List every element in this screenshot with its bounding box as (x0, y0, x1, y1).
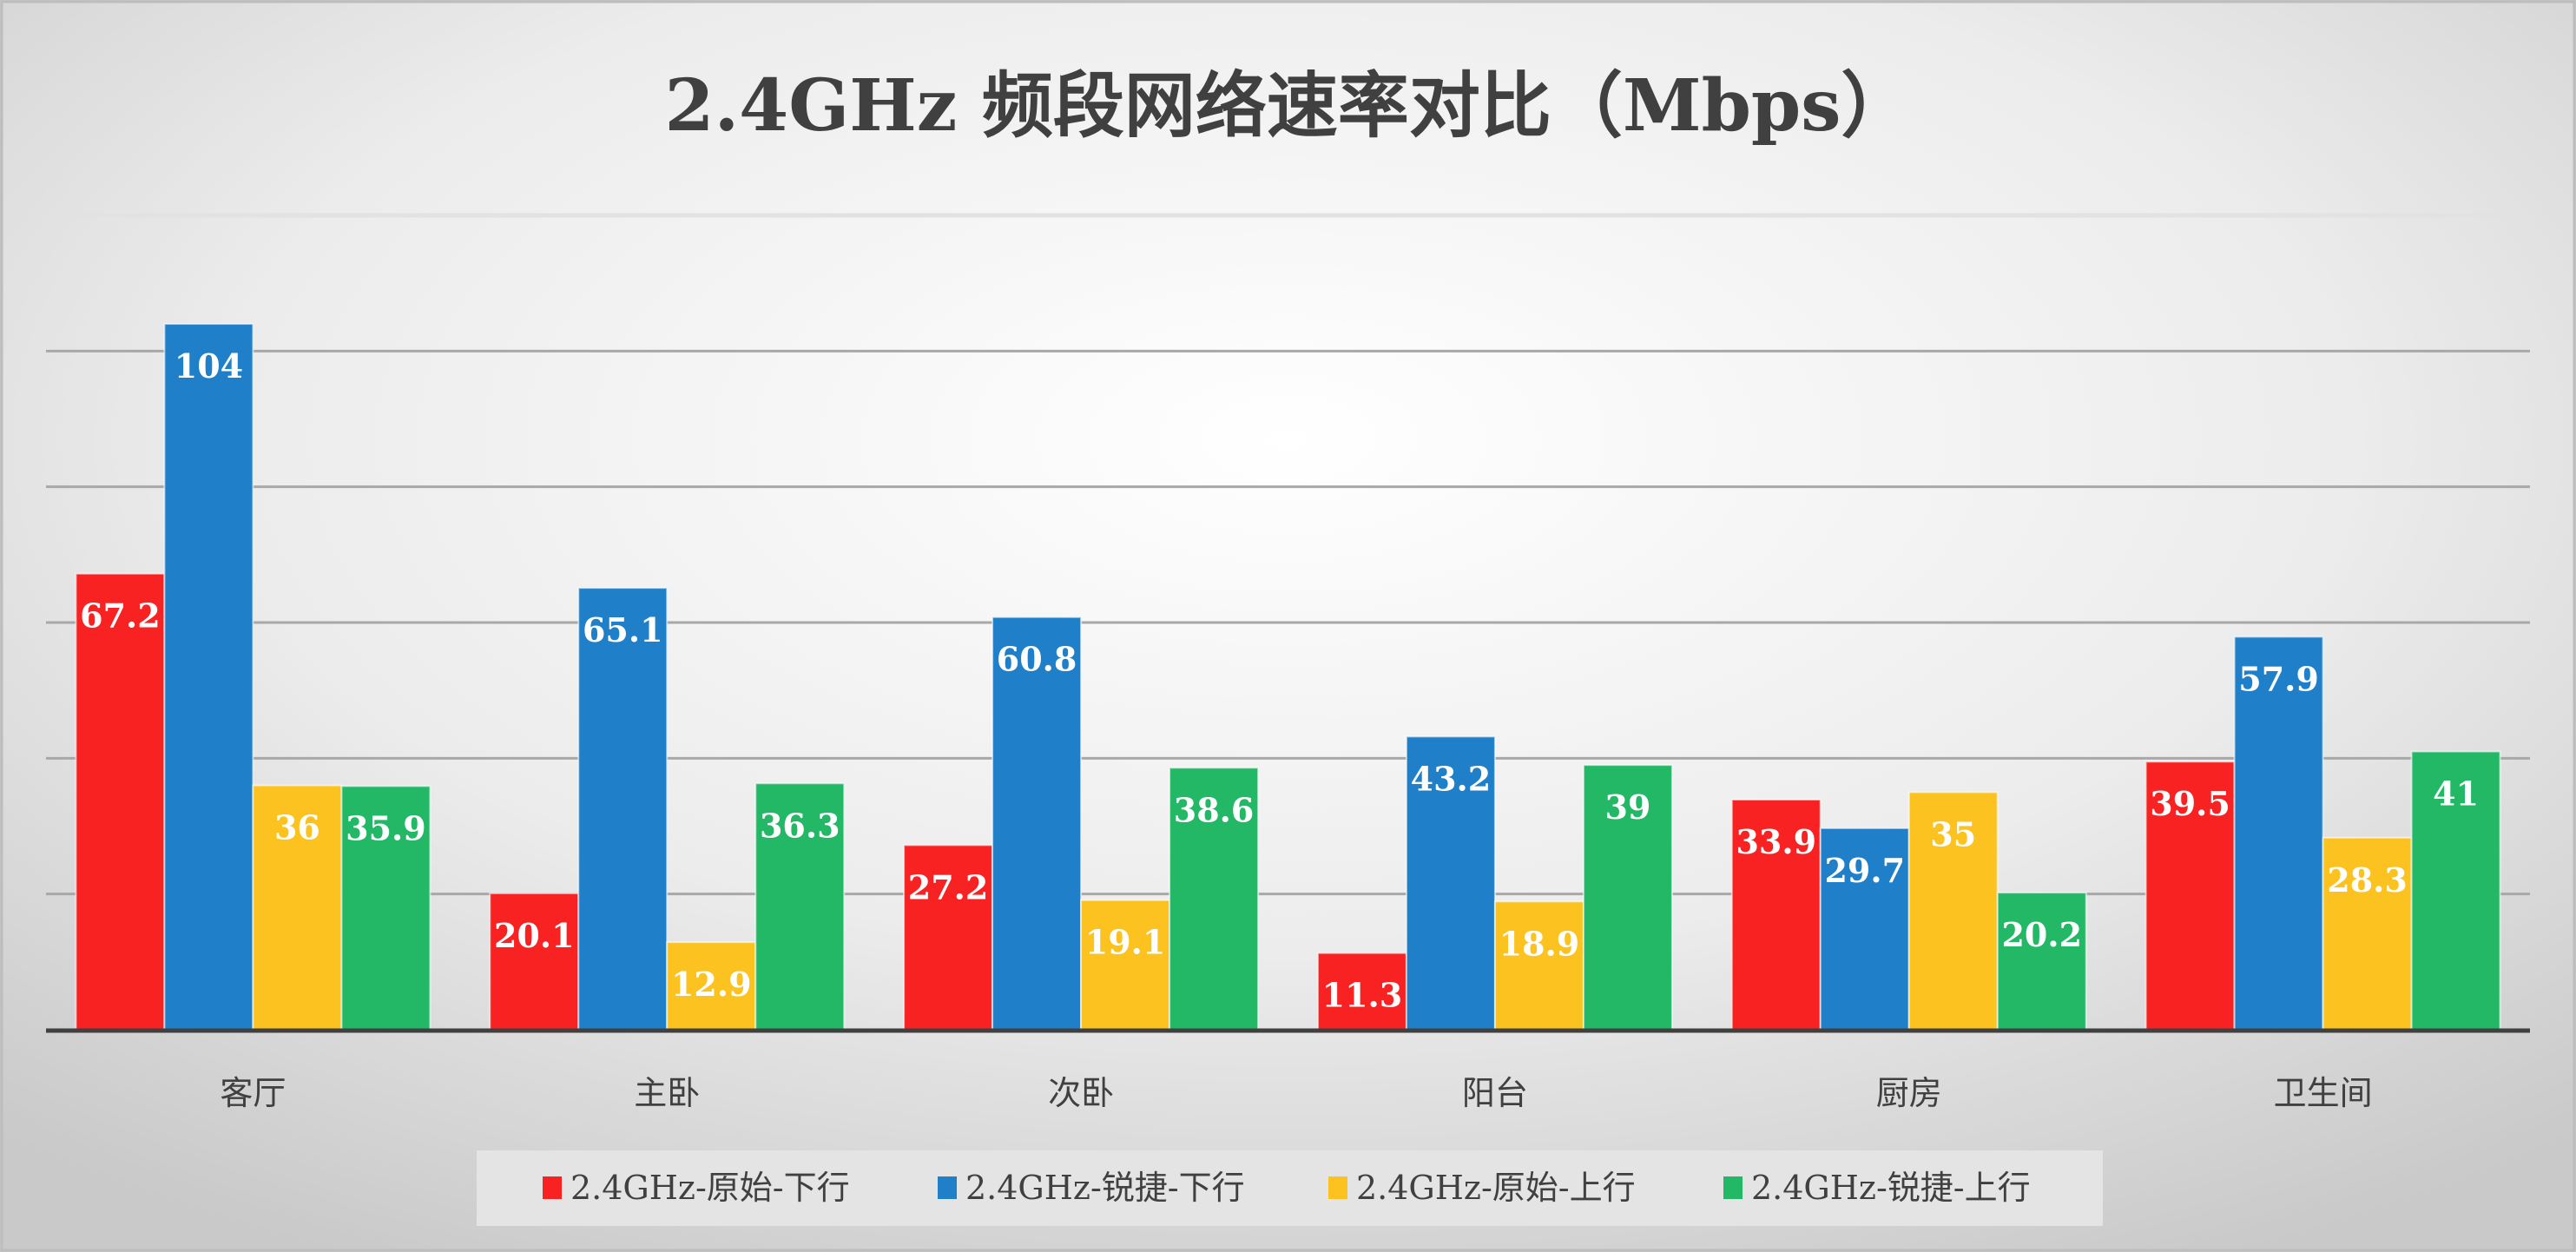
bar-5-1 (2233, 636, 2324, 1031)
data-label: 12.9 (671, 965, 752, 1004)
category-label: 厨房 (1876, 1074, 1942, 1112)
bar-0-2 (252, 784, 343, 1031)
legend-label: 2.4GHz-锐捷-下行 (965, 1169, 1245, 1207)
category-labels: 客厅 主卧 次卧 阳台 厨房 卫生间 (220, 1074, 2372, 1112)
data-label: 104 (175, 346, 243, 385)
data-label: 27.2 (908, 867, 989, 906)
category-label: 卫生间 (2274, 1074, 2373, 1112)
legend-item: 2.4GHz-原始-上行 (1328, 1169, 1636, 1207)
bar-0-0 (75, 572, 166, 1031)
bar-0-3 (340, 785, 432, 1031)
bar-1-0 (489, 892, 580, 1031)
bar-2-3 (1169, 767, 1260, 1031)
data-label: 38.6 (1174, 790, 1255, 829)
data-label: 19.1 (1085, 923, 1166, 962)
data-label: 20.1 (494, 916, 575, 955)
bar-3-2 (1493, 900, 1584, 1031)
data-label: 41 (2433, 774, 2479, 814)
data-label: 39.5 (2150, 784, 2230, 823)
data-label: 67.2 (80, 596, 161, 636)
data-label: 18.9 (1499, 924, 1580, 963)
bar-4-3 (1996, 892, 2087, 1031)
data-label: 36.3 (760, 806, 840, 845)
chart-title: 2.4GHz 频段网络速率对比（Mbps） (665, 64, 1913, 148)
bar-5-0 (2144, 761, 2236, 1031)
category-label: 阳台 (1462, 1074, 1528, 1112)
legend-item: 2.4GHz-锐捷-上行 (1723, 1169, 2031, 1207)
data-label: 29.7 (1824, 851, 1905, 890)
data-label: 36 (274, 808, 320, 847)
legend-item: 2.4GHz-原始-下行 (543, 1169, 850, 1207)
category-label: 客厅 (220, 1074, 286, 1112)
legend-swatch (1723, 1176, 1743, 1199)
bar-3-3 (1582, 764, 1673, 1031)
data-label: 60.8 (997, 640, 1077, 679)
data-label: 43.2 (1411, 759, 1492, 798)
legend-swatch (1328, 1176, 1347, 1199)
gridlines (46, 213, 2530, 896)
category-label: 次卧 (1048, 1074, 1114, 1112)
bar-2-1 (992, 616, 1083, 1031)
bar-4-1 (1819, 827, 1910, 1031)
legend-item: 2.4GHz-锐捷-下行 (938, 1169, 1245, 1207)
data-label: 35 (1930, 814, 1976, 853)
legend-label: 2.4GHz-锐捷-上行 (1751, 1169, 2031, 1207)
bar-1-2 (666, 941, 757, 1031)
legend: 2.4GHz-原始-下行 2.4GHz-锐捷-下行 2.4GHz-原始-上行 2.4G… (543, 1169, 2031, 1207)
bar-3-1 (1405, 735, 1496, 1031)
legend-box (477, 1150, 2103, 1226)
data-label: 65.1 (583, 610, 663, 649)
bar-5-3 (2410, 750, 2501, 1031)
legend-label: 2.4GHz-原始-下行 (570, 1169, 850, 1207)
data-label: 57.9 (2238, 659, 2319, 698)
category-label: 主卧 (634, 1074, 700, 1112)
bar-3-0 (1316, 952, 1407, 1031)
data-label: 33.9 (1736, 822, 1816, 861)
data-label: 20.2 (2001, 915, 2082, 954)
data-label: 28.3 (2327, 860, 2408, 899)
legend-swatch (938, 1176, 957, 1199)
data-label: 11.3 (1322, 976, 1403, 1015)
bar-0-1 (163, 323, 254, 1031)
data-label: 39 (1604, 787, 1650, 827)
bar-1-1 (577, 587, 669, 1031)
legend-swatch (543, 1176, 562, 1199)
legend-label: 2.4GHz-原始-上行 (1356, 1169, 1636, 1207)
data-label: 35.9 (346, 808, 426, 847)
bar-1-3 (754, 782, 846, 1031)
bars: 67.2 104 36 35.9 20.1 65.1 12.9 36.3 27.2 60.8 19.… (75, 323, 2501, 1031)
bar-2-2 (1080, 899, 1171, 1031)
